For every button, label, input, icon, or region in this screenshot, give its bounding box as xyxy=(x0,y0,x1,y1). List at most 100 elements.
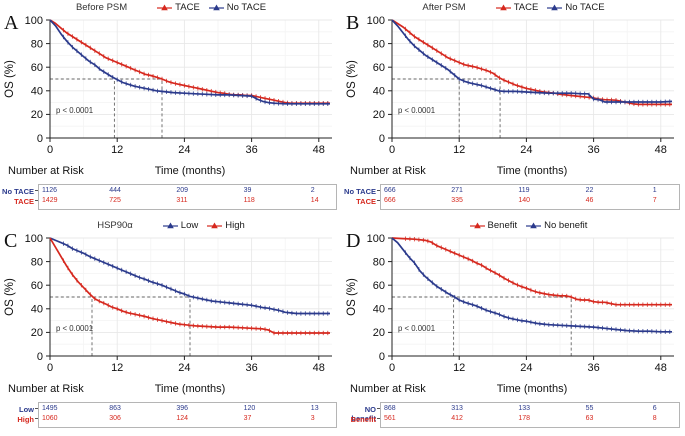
risk-count: 306 xyxy=(109,415,121,422)
x-tick-label: 24 xyxy=(520,362,532,374)
legend-triangle xyxy=(161,4,168,10)
x-tick-label: 36 xyxy=(587,362,599,374)
y-tick-label: 20 xyxy=(31,109,43,121)
y-tick-label: 80 xyxy=(373,38,385,50)
legend-item: High xyxy=(207,220,245,231)
y-tick-label: 60 xyxy=(31,280,43,292)
panel-title: Before PSM xyxy=(75,2,128,13)
risk-table xyxy=(38,402,337,428)
risk-count: 37 xyxy=(243,415,252,422)
risk-count: 863 xyxy=(109,405,121,412)
risk-count: 7 xyxy=(652,197,657,204)
risk-count: 39 xyxy=(243,187,252,194)
legend-marker-icon xyxy=(495,4,511,10)
legend-triangle xyxy=(212,4,220,10)
risk-row-label: TACE xyxy=(14,197,34,206)
risk-count: 1126 xyxy=(42,187,58,194)
risk-count: 120 xyxy=(243,405,256,412)
risk-count: 868 xyxy=(384,405,396,412)
y-tick-label: 0 xyxy=(379,133,385,145)
survival-plot: 0 12 24 36 48 0 20 40 60 80 100 OS (%) p < 0.0001 xyxy=(346,15,674,156)
x-tick-label: 24 xyxy=(520,144,532,156)
risk-count: 666 xyxy=(384,187,396,194)
risk-count: 119 xyxy=(518,187,530,194)
y-tick-label: 0 xyxy=(379,351,385,363)
y-tick-label: 80 xyxy=(373,256,385,268)
risk-count: 3 xyxy=(310,415,315,422)
y-tick-label: 60 xyxy=(31,62,43,74)
x-tick-label: 36 xyxy=(245,144,257,156)
panel-d: Benefit No benefit D 0 12 24 36 48 0 20 40 60 80 10… xyxy=(342,218,685,436)
legend-label: Low xyxy=(180,220,199,231)
risk-count: 725 xyxy=(109,197,121,204)
x-tick-label: 12 xyxy=(453,362,465,374)
censor-ticks xyxy=(62,34,329,106)
risk-count: 22 xyxy=(585,187,594,194)
x-axis-title: Time (months) xyxy=(496,383,568,395)
risk-row-tick xyxy=(35,418,38,419)
number-at-risk-label: Number at Risk xyxy=(8,383,84,395)
risk-table xyxy=(380,402,680,428)
legend-marker-icon xyxy=(547,4,563,10)
panel-letter: C xyxy=(4,230,18,252)
legend-item: No TACE xyxy=(208,2,267,13)
censor-ticks xyxy=(404,26,671,107)
censor-ticks xyxy=(404,33,671,105)
legend-label: Benefit xyxy=(487,220,518,231)
risk-count: 311 xyxy=(176,197,188,204)
y-axis-title: OS (%) xyxy=(4,278,16,316)
legend-triangle xyxy=(211,222,219,228)
legend-label: TACE xyxy=(175,2,200,13)
survival-curve xyxy=(49,19,330,105)
p-value-label: p < 0.0001 xyxy=(56,106,93,115)
censor-ticks xyxy=(62,258,329,336)
legend-label: High xyxy=(225,220,245,231)
legend-triangle xyxy=(530,222,537,228)
risk-count: 1495 xyxy=(42,405,58,412)
risk-count: 209 xyxy=(176,187,189,194)
survival-plot: 0 12 24 36 48 0 20 40 60 80 100 OS (%) p < 0.0001 xyxy=(4,15,332,156)
legend-marker-icon xyxy=(162,222,178,228)
y-tick-label: 100 xyxy=(25,15,43,27)
number-at-risk-label: Number at Risk xyxy=(350,383,426,395)
risk-table-wrap: Low 1495 863 396 120 13 High 1060 306 124 37 3 xyxy=(0,402,342,432)
survival-curve xyxy=(49,237,330,315)
y-tick-label: 40 xyxy=(373,304,385,316)
censor-ticks xyxy=(404,250,671,335)
axis-sublabels: Number at Risk Time (months) xyxy=(342,165,685,179)
risk-count: 63 xyxy=(585,415,594,422)
risk-table-wrap: No TACE 1126 444 209 39 2 TACE 1429 725 311 118 14 xyxy=(0,184,342,214)
risk-row-tick xyxy=(35,200,38,201)
risk-count: 335 xyxy=(451,197,463,204)
risk-count: 1 xyxy=(652,187,657,194)
legend: TACE No TACE xyxy=(495,2,605,13)
risk-row-label: Benefit xyxy=(350,415,376,424)
legend-marker-icon xyxy=(157,4,173,10)
legend-label: TACE xyxy=(513,2,539,13)
y-axis-title: OS (%) xyxy=(4,60,16,98)
panel-header: HSP90α Low High xyxy=(0,219,342,232)
risk-count: 124 xyxy=(176,415,189,422)
risk-count: 313 xyxy=(451,405,463,412)
legend-item: Low xyxy=(162,220,199,231)
risk-count: 8 xyxy=(652,415,657,422)
panel-letter: A xyxy=(4,12,19,34)
risk-row-tick xyxy=(377,408,380,409)
risk-count: 118 xyxy=(243,197,255,204)
panel-header: Benefit No benefit xyxy=(342,219,685,232)
risk-count: 178 xyxy=(518,415,531,422)
y-tick-label: 100 xyxy=(367,15,385,27)
legend-item: TACE xyxy=(495,2,539,13)
risk-count: 6 xyxy=(652,405,657,412)
x-axis-title: Time (months) xyxy=(154,165,226,177)
panel-letter: B xyxy=(346,12,360,34)
y-tick-label: 40 xyxy=(31,304,43,316)
legend-label: No benefit xyxy=(544,220,588,231)
y-tick-label: 40 xyxy=(31,86,43,98)
risk-count: 271 xyxy=(451,187,463,194)
risk-row-tick xyxy=(377,418,380,419)
x-tick-label: 48 xyxy=(313,144,325,156)
legend-label: No TACE xyxy=(226,2,267,13)
legend-item: No benefit xyxy=(526,220,587,231)
